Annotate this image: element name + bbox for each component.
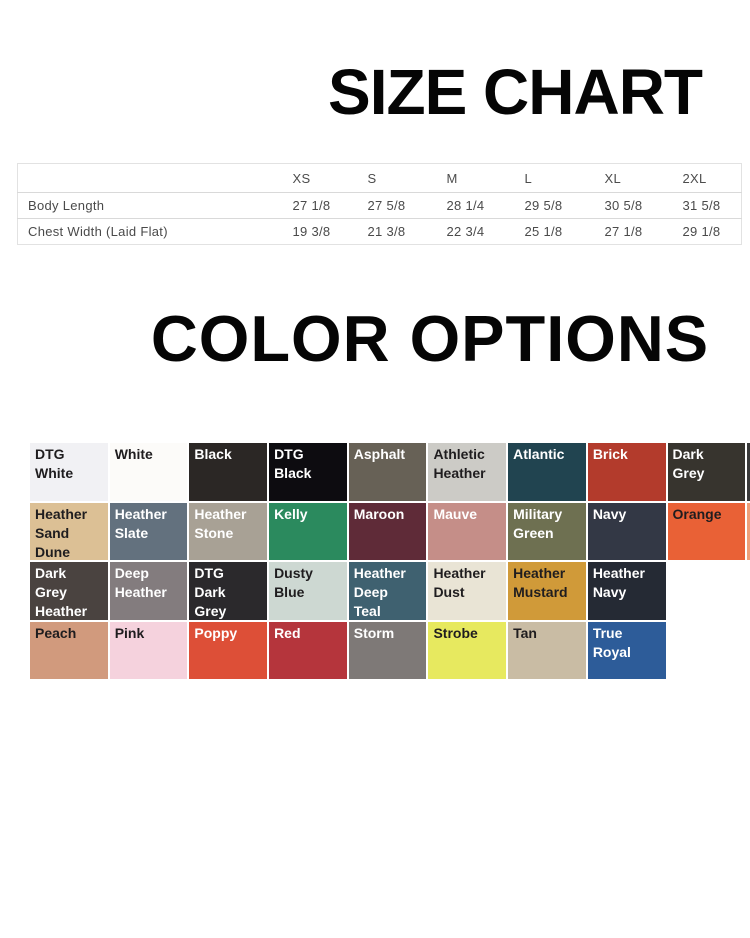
size-value: 31 5/8 [682,198,721,213]
size-col-l: L [524,170,533,186]
color-swatch-white: White [109,443,188,501]
size-row-label: Body Length [28,198,105,213]
color-swatch-mauve: Mauve [428,502,507,560]
color-swatch-orange: Orange [667,502,746,560]
size-value: 29 5/8 [524,198,563,213]
color-swatch-label: Dusty Blue [274,565,313,600]
color-swatch-label: Black [194,446,232,462]
color-swatch-label: DTG White [35,446,74,481]
color-swatch-dusty-blue: Dusty Blue [269,562,347,620]
color-swatch-red: Red [269,621,347,679]
size-value: 27 1/8 [292,198,331,213]
color-swatch-label: Athletic Heather [433,446,486,481]
size-col-m: M [446,170,458,186]
color-swatch-cut [747,443,750,501]
color-swatch-dark-grey-heather: Dark Grey Heather [30,562,108,620]
color-swatch-pink: Pink [109,621,188,679]
size-col-xl: XL [604,170,622,186]
size-col-xs: XS [292,170,311,186]
color-swatch-label: Strobe [433,624,478,641]
color-swatch-dark-grey: Dark Grey [667,443,746,501]
color-swatch-label: Poppy [194,624,238,641]
size-value: 19 3/8 [292,224,331,239]
color-swatch-brick: Brick [587,443,666,501]
color-swatch-cut [747,502,750,560]
color-swatch-poppy: Poppy [189,621,268,679]
size-value: 22 3/4 [446,224,485,239]
color-swatch-black: Black [189,443,268,501]
size-col-2xl: 2XL [682,170,707,186]
size-value: 29 1/8 [682,224,721,239]
color-swatch-label: Maroon [353,505,405,522]
color-swatch-label: Heather Sand Dune [35,505,88,560]
color-swatch-deep-heather: Deep Heather [109,562,188,620]
color-swatch-atlantic: Atlantic [508,443,586,501]
size-chart-header-row: XS S M L XL 2XL [18,164,742,193]
color-swatch-heather-navy: Heather Navy [587,562,666,620]
color-swatch-label: Storm [353,624,395,641]
color-swatch-tan: Tan [508,621,586,679]
color-swatch-label: Kelly [274,505,308,522]
color-swatch-label: Orange [672,505,722,522]
color-swatch-label: Military Green [513,505,563,541]
color-swatch-heather-slate: Heather Slate [109,502,188,560]
color-swatch-heather-sand-dune: Heather Sand Dune [30,502,108,560]
color-swatch-asphalt: Asphalt [348,443,427,501]
color-swatch-peach: Peach [30,621,108,679]
color-swatch-label: Brick [592,446,628,462]
color-swatch-label: True Royal [592,624,631,660]
color-swatch-label: Deep Heather [114,565,167,600]
color-swatch-label: DTG Black [274,446,312,481]
color-swatch-athletic-heather: Athletic Heather [428,443,507,501]
color-swatch-label: Mauve [433,505,478,522]
color-swatch-dtg-black: DTG Black [269,443,347,501]
size-value: 27 5/8 [367,198,406,213]
color-swatch-military-green: Military Green [508,502,586,560]
size-row-body-length: Body Length 27 1/8 27 5/8 28 1/4 29 5/8 30 5/… [17,192,742,219]
color-swatch-label: Navy [592,505,627,522]
color-swatch-strobe: Strobe [428,621,507,679]
size-row-label: Chest Width (Laid Flat) [28,224,168,239]
size-value: 27 1/8 [604,224,643,239]
size-value: 25 1/8 [524,224,563,239]
color-swatch-label: Tan [513,624,537,641]
color-swatch-label: Red [274,624,301,641]
color-swatch-label: Dark Grey [672,446,705,481]
color-swatch-heather-mustard: Heather Mustard [508,562,586,620]
color-swatch-label: Atlantic [513,446,565,462]
size-value: 30 5/8 [604,198,643,213]
size-chart-table: XS S M L XL 2XL Body Length 27 1/8 27 5/8 28 1/4… [17,163,742,245]
color-swatch-heather-dust: Heather Dust [428,562,507,620]
color-swatch-label: DTG Dark Grey [194,565,227,619]
color-swatch-label: Heather Stone [194,505,247,541]
color-swatch-label: Dark Grey Heather [35,565,88,619]
size-row-chest-width-laid-flat: Chest Width (Laid Flat) 19 3/8 21 3/8 22 3/… [17,218,742,245]
size-col-spacer [18,164,293,193]
color-swatch-label: Heather Slate [114,505,167,541]
size-value: 28 1/4 [446,198,485,213]
color-swatch-storm: Storm [348,621,427,679]
color-options-title: COLOR OPTIONS [150,302,710,375]
color-swatch-label: White [114,446,153,462]
color-swatch-label: Heather Dust [433,565,486,600]
color-swatch-label: Asphalt [353,446,406,462]
size-value: 21 3/8 [367,224,406,239]
color-swatch-true-royal: True Royal [587,621,666,679]
color-swatch-kelly: Kelly [269,502,347,560]
color-options-grid: DTG White White Black DTG Black Asphalt Athle… [30,443,746,679]
color-swatch-navy: Navy [587,502,666,560]
size-chart-title: SIZE CHART [328,56,703,128]
color-swatch-dtg-dark-grey: DTG Dark Grey [189,562,268,620]
color-swatch-heather-stone: Heather Stone [189,502,268,560]
color-swatch-label: Pink [114,624,145,641]
color-swatch-label: Heather Deep Teal [353,565,406,619]
color-swatch-heather-deep-teal: Heather Deep Teal [348,562,427,620]
color-swatch-label: Heather Navy [592,565,645,600]
color-swatch-label: Peach [35,624,77,641]
color-swatch-maroon: Maroon [348,502,427,560]
size-col-s: S [367,170,377,186]
color-swatch-dtg-white: DTG White [30,443,108,501]
color-swatch-label: Heather Mustard [513,565,568,600]
